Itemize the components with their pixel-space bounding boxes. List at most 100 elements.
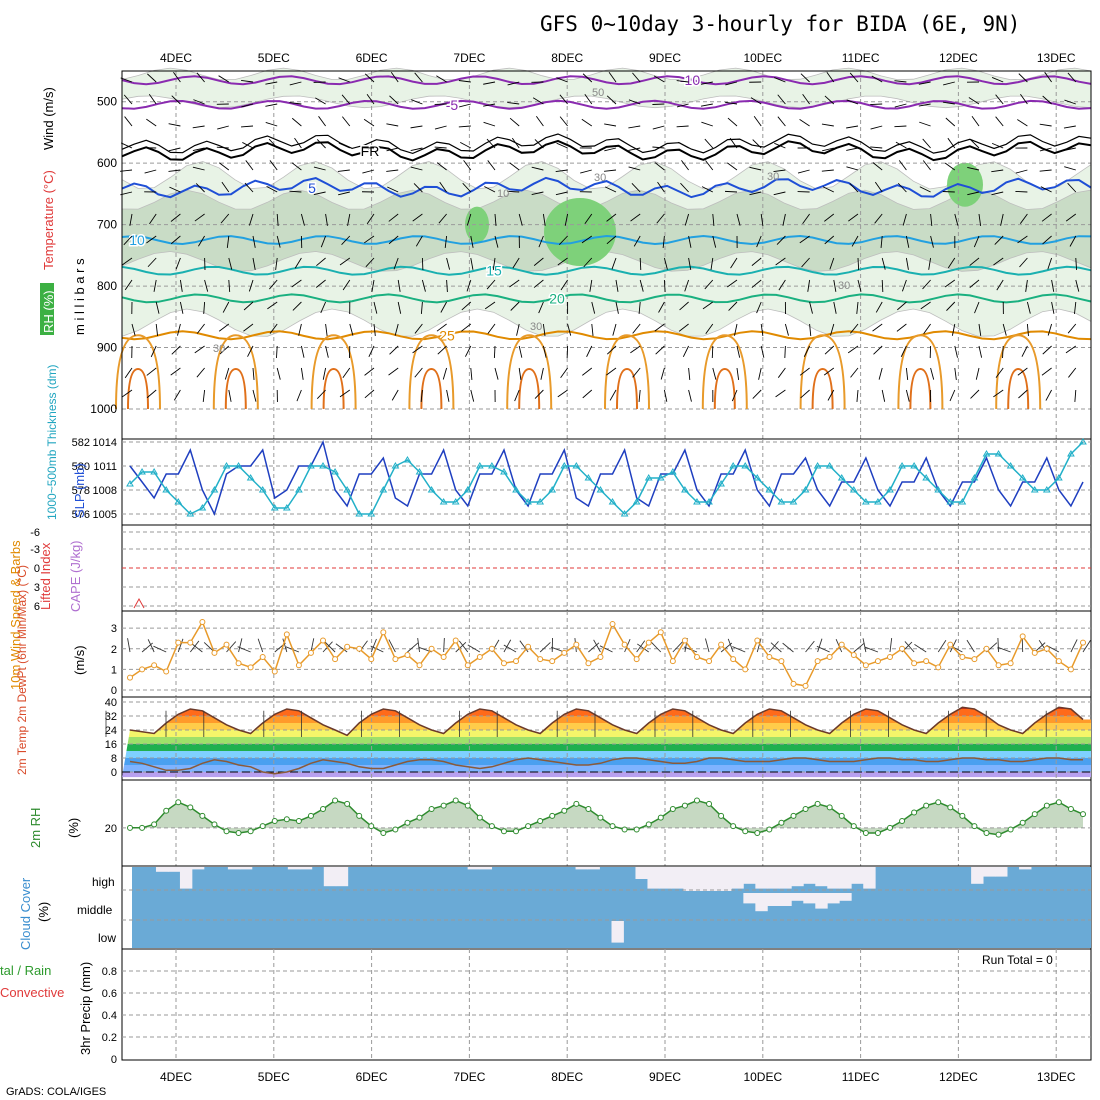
wind-barb [1015, 169, 1028, 174]
cloud-clear-cell [587, 867, 600, 870]
temp-band [122, 737, 1091, 744]
rh2m-line-point [1007, 826, 1014, 833]
surface-wind-barb [672, 641, 683, 653]
wind-speed-line-point [645, 639, 652, 646]
rh2m-line-point [488, 823, 495, 830]
rh2m-line-point [778, 819, 785, 826]
wind-barb [628, 147, 641, 151]
wind-barb [880, 235, 883, 248]
cloud-clear-cell [671, 867, 684, 889]
surface-wind-barb [817, 638, 823, 653]
date-label-top: 13DEC [1037, 51, 1076, 65]
thickness-label: 1000~500mb Thickness (dm) [45, 364, 59, 520]
wind-barb [922, 279, 931, 290]
wind-barb [582, 389, 593, 399]
wind-barb [897, 301, 907, 311]
wind-barb [731, 389, 738, 402]
wind-barb [341, 235, 351, 246]
wind-tick: 2 [111, 644, 117, 656]
thickness-line-point [258, 486, 267, 493]
rh2m-line-point [332, 797, 339, 804]
rh2m-line-point [947, 804, 954, 811]
wind-barb [856, 389, 859, 402]
surface-wind-barb [282, 638, 288, 653]
wind-barb [460, 141, 472, 149]
cloud-clear-cell [683, 867, 696, 891]
wind-speed-line-point [693, 654, 700, 661]
wind-speed-line-point [464, 662, 471, 669]
surface-wind-barb [370, 645, 384, 653]
wind-barb [393, 257, 399, 270]
wind-barb [663, 279, 666, 293]
rh2m-line-point [392, 826, 399, 833]
rh2m-line-point [127, 824, 133, 831]
surface-wind-barb [147, 639, 155, 653]
wind-barb [124, 279, 133, 291]
wind-barb [712, 367, 717, 380]
wind-barb [170, 213, 181, 222]
wind-barb [971, 115, 980, 127]
cloud-clear-cell [335, 867, 349, 887]
wind-barb [846, 147, 859, 151]
wind-barb [218, 162, 230, 171]
isotherm-label: FR [361, 143, 380, 159]
wind-barb [559, 116, 568, 127]
wind-barb [688, 235, 692, 248]
wind-barb [991, 169, 1004, 173]
wind-barb [555, 169, 568, 172]
wind-barb [580, 169, 592, 174]
wind-barb [509, 162, 520, 171]
wind-barb [483, 103, 496, 107]
wind-barb [775, 389, 786, 398]
wind-barb [533, 257, 544, 267]
wind-barb [147, 257, 157, 268]
wind-barb [153, 279, 157, 292]
surface-wind-barb [503, 639, 512, 653]
wind-barb [662, 235, 665, 248]
thickness-line-point [1067, 450, 1075, 457]
wind-barb [1021, 345, 1028, 357]
slp-label: SLP (mb) [72, 463, 87, 518]
run-total: Run Total = 0 [982, 953, 1053, 967]
wind-tick: 3 [111, 623, 117, 635]
wind-barb [341, 116, 351, 127]
wind-speed-line-point [609, 621, 616, 628]
wind-barb [294, 137, 302, 149]
wind-barb [195, 183, 205, 193]
rh2m-line-point [440, 802, 447, 809]
wind-barb [615, 301, 619, 314]
cloud-clear-cell [191, 867, 205, 870]
warm-contour-loop [408, 334, 455, 410]
wind-barb [413, 183, 423, 193]
wind-barb [874, 213, 883, 224]
warm-contour-loop [212, 334, 259, 410]
wind-barb [797, 169, 810, 174]
wind-barb [391, 389, 399, 401]
warm-contour-loop [897, 334, 944, 410]
wind-barb [700, 103, 713, 107]
wind-barb [1074, 389, 1077, 402]
wind-speed-line-point [368, 656, 375, 663]
rh2m-line-point [1043, 802, 1050, 809]
date-label-bottom: 5DEC [258, 1070, 290, 1084]
thickness-line-point [994, 450, 1003, 457]
wind-speed-line-point [1055, 658, 1062, 665]
rh-contour-labels: 50 30 30 10 30 30 30 [213, 87, 850, 355]
wind-speed-line-point [247, 664, 254, 671]
date-axis-top: 4DEC 5DEC 6DEC 7DEC 8DEC 9DEC 10DEC 11DEC 12DEC 1… [160, 51, 1076, 65]
wind-barb [442, 367, 448, 380]
wind-barb [196, 367, 205, 378]
wind-barb [218, 75, 230, 83]
wind-barb [800, 73, 810, 83]
wind-barb [870, 146, 883, 149]
wind-barb [942, 191, 955, 193]
rh2m-label: 2m RH [28, 808, 43, 848]
rh2m-line-point [500, 828, 507, 835]
wind-barb [217, 125, 229, 130]
cloud-clear-cell [803, 867, 816, 884]
wind-barb [463, 160, 472, 171]
wind-barb [339, 389, 351, 398]
wind-barb [459, 103, 471, 108]
date-label-bottom: 12DEC [939, 1070, 978, 1084]
